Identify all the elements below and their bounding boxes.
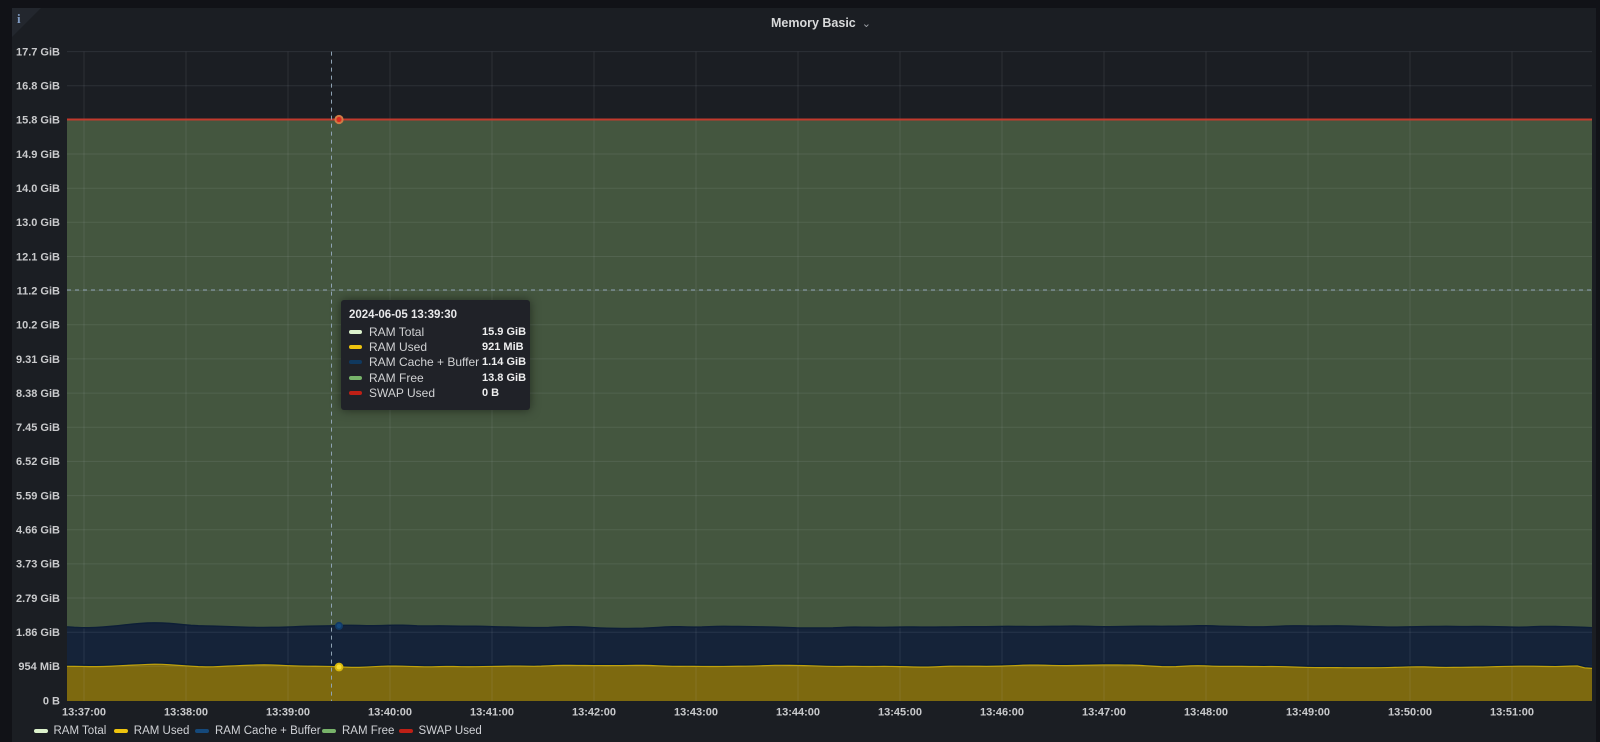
svg-text:1.86 GiB: 1.86 GiB — [16, 627, 60, 639]
svg-text:13:43:00: 13:43:00 — [674, 707, 718, 719]
svg-text:13:37:00: 13:37:00 — [62, 707, 106, 719]
svg-text:12.1 GiB: 12.1 GiB — [16, 251, 60, 263]
svg-text:13.0 GiB: 13.0 GiB — [16, 217, 60, 229]
svg-text:13:47:00: 13:47:00 — [1082, 707, 1126, 719]
svg-text:13:50:00: 13:50:00 — [1388, 707, 1432, 719]
svg-text:11.2 GiB: 11.2 GiB — [17, 285, 60, 297]
svg-text:0 B: 0 B — [43, 695, 60, 707]
svg-text:5.59 GiB: 5.59 GiB — [16, 490, 60, 502]
svg-text:7.45 GiB: 7.45 GiB — [16, 422, 60, 434]
svg-text:13:39:00: 13:39:00 — [266, 707, 310, 719]
svg-text:13:41:00: 13:41:00 — [470, 707, 514, 719]
svg-text:3.73 GiB: 3.73 GiB — [16, 559, 60, 571]
svg-text:2.79 GiB: 2.79 GiB — [16, 593, 60, 605]
svg-text:13:45:00: 13:45:00 — [878, 707, 922, 719]
svg-text:13:46:00: 13:46:00 — [980, 707, 1024, 719]
svg-text:14.9 GiB: 14.9 GiB — [16, 149, 60, 161]
svg-text:15.8 GiB: 15.8 GiB — [16, 115, 60, 127]
svg-text:8.38 GiB: 8.38 GiB — [16, 388, 60, 400]
svg-text:17.7 GiB: 17.7 GiB — [16, 46, 60, 58]
svg-text:16.8 GiB: 16.8 GiB — [16, 81, 60, 93]
svg-text:13:42:00: 13:42:00 — [572, 707, 616, 719]
svg-text:954 MiB: 954 MiB — [18, 661, 60, 673]
svg-text:10.2 GiB: 10.2 GiB — [16, 320, 60, 332]
svg-text:13:44:00: 13:44:00 — [776, 707, 820, 719]
svg-text:13:51:00: 13:51:00 — [1490, 707, 1534, 719]
svg-text:14.0 GiB: 14.0 GiB — [16, 183, 60, 195]
svg-text:9.31 GiB: 9.31 GiB — [16, 354, 60, 366]
svg-text:6.52 GiB: 6.52 GiB — [16, 456, 60, 468]
svg-text:4.66 GiB: 4.66 GiB — [16, 525, 60, 537]
svg-text:13:40:00: 13:40:00 — [368, 707, 412, 719]
svg-text:13:49:00: 13:49:00 — [1286, 707, 1330, 719]
svg-text:13:38:00: 13:38:00 — [164, 707, 208, 719]
svg-text:13:48:00: 13:48:00 — [1184, 707, 1228, 719]
